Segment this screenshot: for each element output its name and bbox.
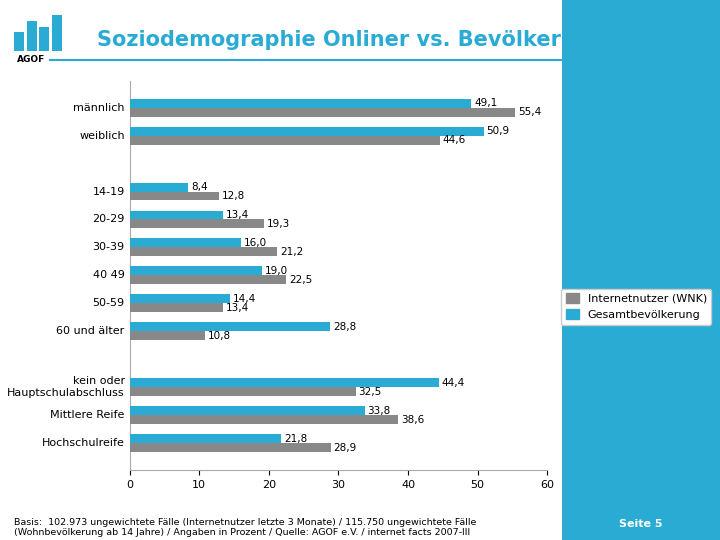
Bar [130,415,398,424]
Text: 22,5: 22,5 [289,275,312,285]
Text: 21,8: 21,8 [284,434,307,444]
Text: 33,8: 33,8 [368,406,391,416]
Text: 16,0: 16,0 [244,238,267,248]
Legend: Internetnutzer (WNK), Gesamtbevölkerung: Internetnutzer (WNK), Gesamtbevölkerung [561,288,711,325]
Text: 50,9: 50,9 [487,126,510,136]
Text: 19,0: 19,0 [265,266,288,276]
Text: 10,8: 10,8 [207,331,230,341]
Bar [130,303,223,312]
Text: 49,1: 49,1 [474,98,498,108]
Bar [27,21,37,51]
Text: 28,8: 28,8 [333,322,356,332]
Bar [130,266,262,275]
Bar [130,434,282,443]
Text: 21,2: 21,2 [280,247,303,257]
Bar [130,127,484,136]
Text: 12,8: 12,8 [222,191,245,201]
Bar [130,239,241,247]
Bar [40,26,49,51]
Text: 55,4: 55,4 [518,107,541,117]
Text: 44,4: 44,4 [441,378,464,388]
Text: Seite 5: Seite 5 [619,519,662,529]
Text: 38,6: 38,6 [401,415,424,424]
Bar [130,322,330,332]
Bar [130,219,264,228]
Text: 19,3: 19,3 [266,219,290,229]
Text: 13,4: 13,4 [225,303,249,313]
Bar [130,107,516,117]
Bar [14,32,24,51]
Bar [130,275,287,285]
Bar [130,294,230,303]
Bar [130,183,188,192]
Bar [130,211,223,219]
Bar [130,443,330,452]
Text: 8,4: 8,4 [191,182,207,192]
Text: Basis:  102.973 ungewichtete Fälle (Internetnutzer letzte 3 Monate) / 115.750 un: Basis: 102.973 ungewichtete Fälle (Inter… [14,518,477,537]
Bar [52,15,62,51]
Text: AGOF: AGOF [17,55,45,64]
Bar [130,247,277,256]
Bar [130,99,472,107]
Bar [130,192,219,200]
Text: 28,9: 28,9 [333,443,357,453]
Bar [130,332,204,340]
Bar [130,136,440,145]
Bar [130,387,356,396]
Text: Soziodemographie Onliner vs. Bevölkerung: Soziodemographie Onliner vs. Bevölkerung [97,30,606,50]
Text: 44,6: 44,6 [443,135,466,145]
Text: 32,5: 32,5 [359,387,382,397]
Bar [130,406,365,415]
Text: 14,4: 14,4 [233,294,256,304]
Text: 13,4: 13,4 [225,210,249,220]
Bar [130,379,438,387]
